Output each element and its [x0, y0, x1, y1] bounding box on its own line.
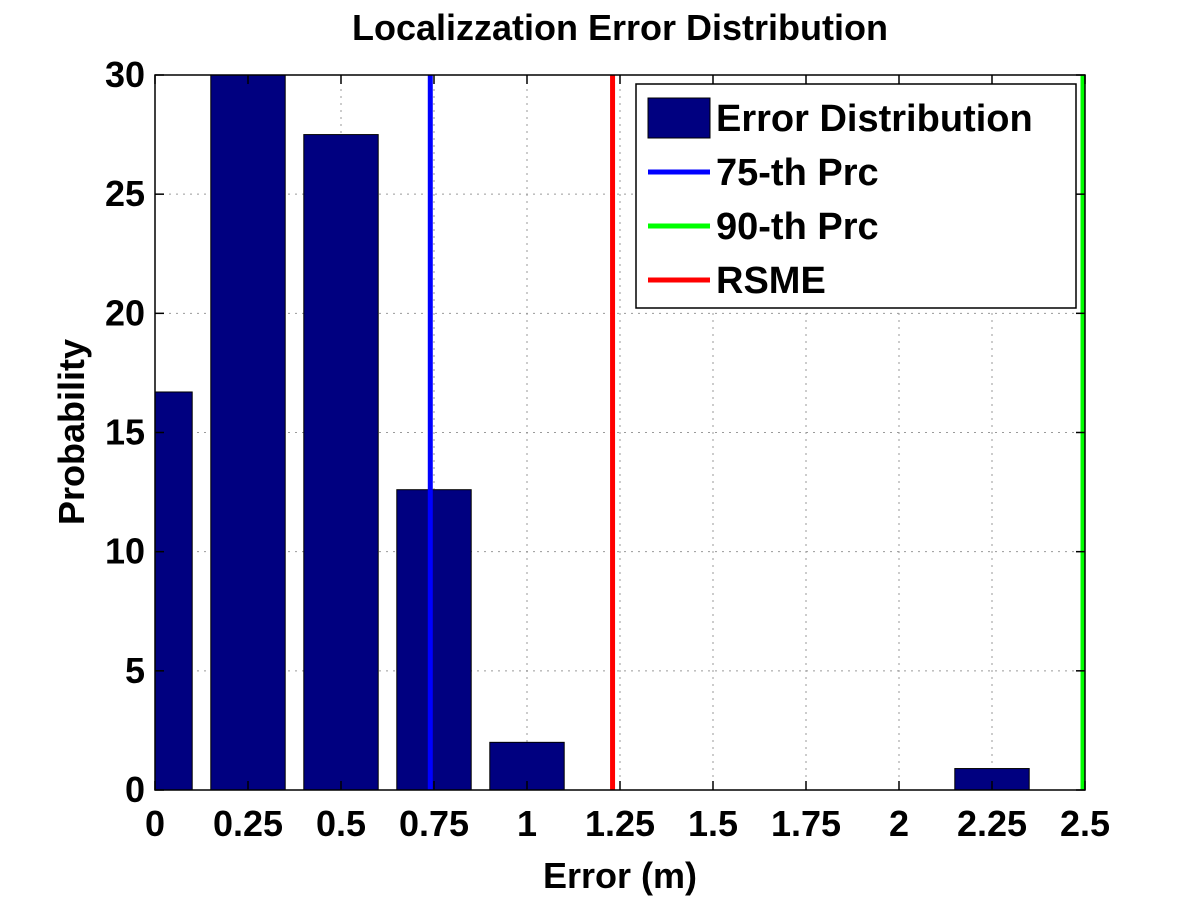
- x-tick-label: 1.75: [771, 803, 841, 844]
- y-tick-label: 5: [125, 650, 145, 691]
- bar: [303, 134, 379, 791]
- y-tick-label: 0: [125, 769, 145, 810]
- x-tick-label: 2.5: [1060, 803, 1110, 844]
- x-tick-label: 0.25: [213, 803, 283, 844]
- chart-title: Localizzation Error Distribution: [352, 7, 888, 48]
- y-tick-label: 10: [105, 531, 145, 572]
- axis-ticks: [154, 74, 1086, 791]
- y-tick-labels: 0 5 10 15 20 25 30: [105, 54, 145, 810]
- x-tick-label: 0.75: [399, 803, 469, 844]
- legend-label: RSME: [716, 260, 826, 302]
- bars: [154, 74, 1030, 791]
- x-axis-label: Error (m): [543, 855, 697, 896]
- legend-entries: Error Distribution 75-th Prc 90-th Prc RSME: [647, 97, 1033, 302]
- bar: [210, 74, 286, 791]
- x-tick-label: 0: [145, 803, 165, 844]
- y-tick-label: 25: [105, 173, 145, 214]
- x-tick-label: 1.5: [688, 803, 738, 844]
- x-tick-label: 2: [889, 803, 909, 844]
- y-tick-label: 15: [105, 412, 145, 453]
- bar: [396, 489, 472, 791]
- legend: Error Distribution 75-th Prc 90-th Prc RSME: [635, 83, 1077, 309]
- x-tick-labels: 0 0.25 0.5 0.75 1 1.25 1.5 1.75 2 2.25 2.5: [145, 803, 1110, 844]
- x-tick-label: 1.25: [585, 803, 655, 844]
- legend-label: 90-th Prc: [716, 206, 879, 248]
- x-tick-label: 0.5: [316, 803, 366, 844]
- legend-label: 75-th Prc: [716, 152, 879, 194]
- legend-label: Error Distribution: [716, 98, 1033, 140]
- bar: [154, 391, 193, 791]
- x-tick-label: 2.25: [957, 803, 1027, 844]
- y-tick-label: 30: [105, 54, 145, 95]
- y-axis-label: Probability: [51, 339, 92, 525]
- x-tick-label: 1: [517, 803, 537, 844]
- legend-swatch: [647, 97, 711, 139]
- y-tick-label: 20: [105, 292, 145, 333]
